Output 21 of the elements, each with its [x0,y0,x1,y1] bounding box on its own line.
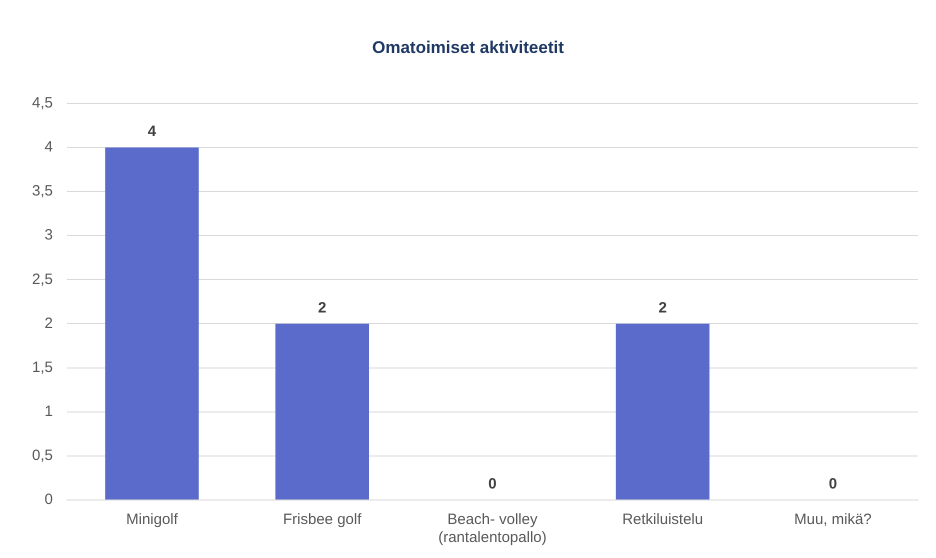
x-tick-label: Beach- volley (rantalentopallo) [438,511,547,546]
y-tick-label: 4,5 [32,94,53,112]
y-tick-label: 0 [44,491,53,508]
y-tick-label: 3 [44,226,53,244]
data-label: 2 [658,299,667,316]
chart-title: Omatoimiset aktiviteetit [372,38,564,57]
y-tick-label: 0,5 [32,447,53,464]
data-label: 4 [148,123,157,140]
x-tick-label: Frisbee golf [283,511,362,528]
x-tick-label: Minigolf [126,511,179,528]
y-tick-label: 4 [44,138,53,156]
y-tick-label: 2,5 [32,270,53,288]
x-tick-label: Retkiluistelu [622,511,704,528]
y-tick-label: 3,5 [32,182,53,200]
data-label: 0 [488,476,497,493]
data-label: 0 [828,476,838,493]
data-label: 2 [318,299,326,316]
y-tick-label: 2 [44,314,53,332]
y-tick-label: 1,5 [32,358,53,376]
x-tick-label: Muu, mikä? [794,511,872,528]
y-tick-label: 1 [44,403,53,420]
